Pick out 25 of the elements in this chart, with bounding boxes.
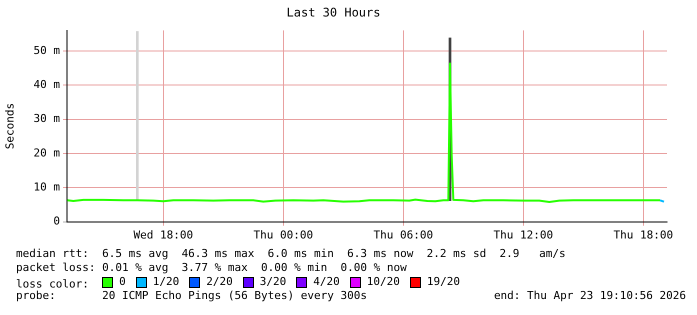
y-axis-title: Seconds (3, 102, 16, 150)
y-tick-label: 0 (53, 214, 60, 228)
legend-label: 1/20 (152, 275, 180, 289)
text: packet loss: 0.01 % avg 3.77 % max 0.00 % min 0.00 % now (16, 261, 408, 275)
legend-label: 3/20 (258, 275, 286, 289)
x-tick-label: Thu 00:00 (254, 228, 314, 242)
text: median rtt: 6.5 ms avg 46.3 ms max 6.0 ms min 6.3 ms now 2.2 ms sd 2.9 am/s (16, 247, 567, 261)
x-tick-label: Thu 06:00 (374, 228, 434, 242)
y-tick-label: 30 m (34, 112, 60, 126)
legend-title: loss color: (16, 278, 89, 290)
text: end: Thu Apr 23 19:10:56 2026 (494, 289, 686, 303)
chart-title: Last 30 Hours (286, 5, 380, 20)
x-tick-label: Thu 18:00 (614, 228, 674, 242)
y-tick-label: 50 m (34, 44, 60, 57)
x-tick-label: Thu 12:00 (494, 228, 554, 242)
legend-label: 2/20 (205, 275, 233, 289)
legend-label: 10/20 (366, 275, 400, 289)
legend-label: 0 (118, 275, 126, 289)
legend-label: 19/20 (426, 275, 460, 289)
y-tick-label: 20 m (34, 146, 60, 160)
y-tick-label: 40 m (34, 78, 60, 91)
x-tick-label: Wed 18:00 (134, 228, 194, 242)
legend-label: 4/20 (312, 275, 340, 289)
y-tick-label: 10 m (34, 180, 60, 194)
text: probe: 20 ICMP Echo Pings (56 Bytes) every 300s (16, 289, 367, 302)
